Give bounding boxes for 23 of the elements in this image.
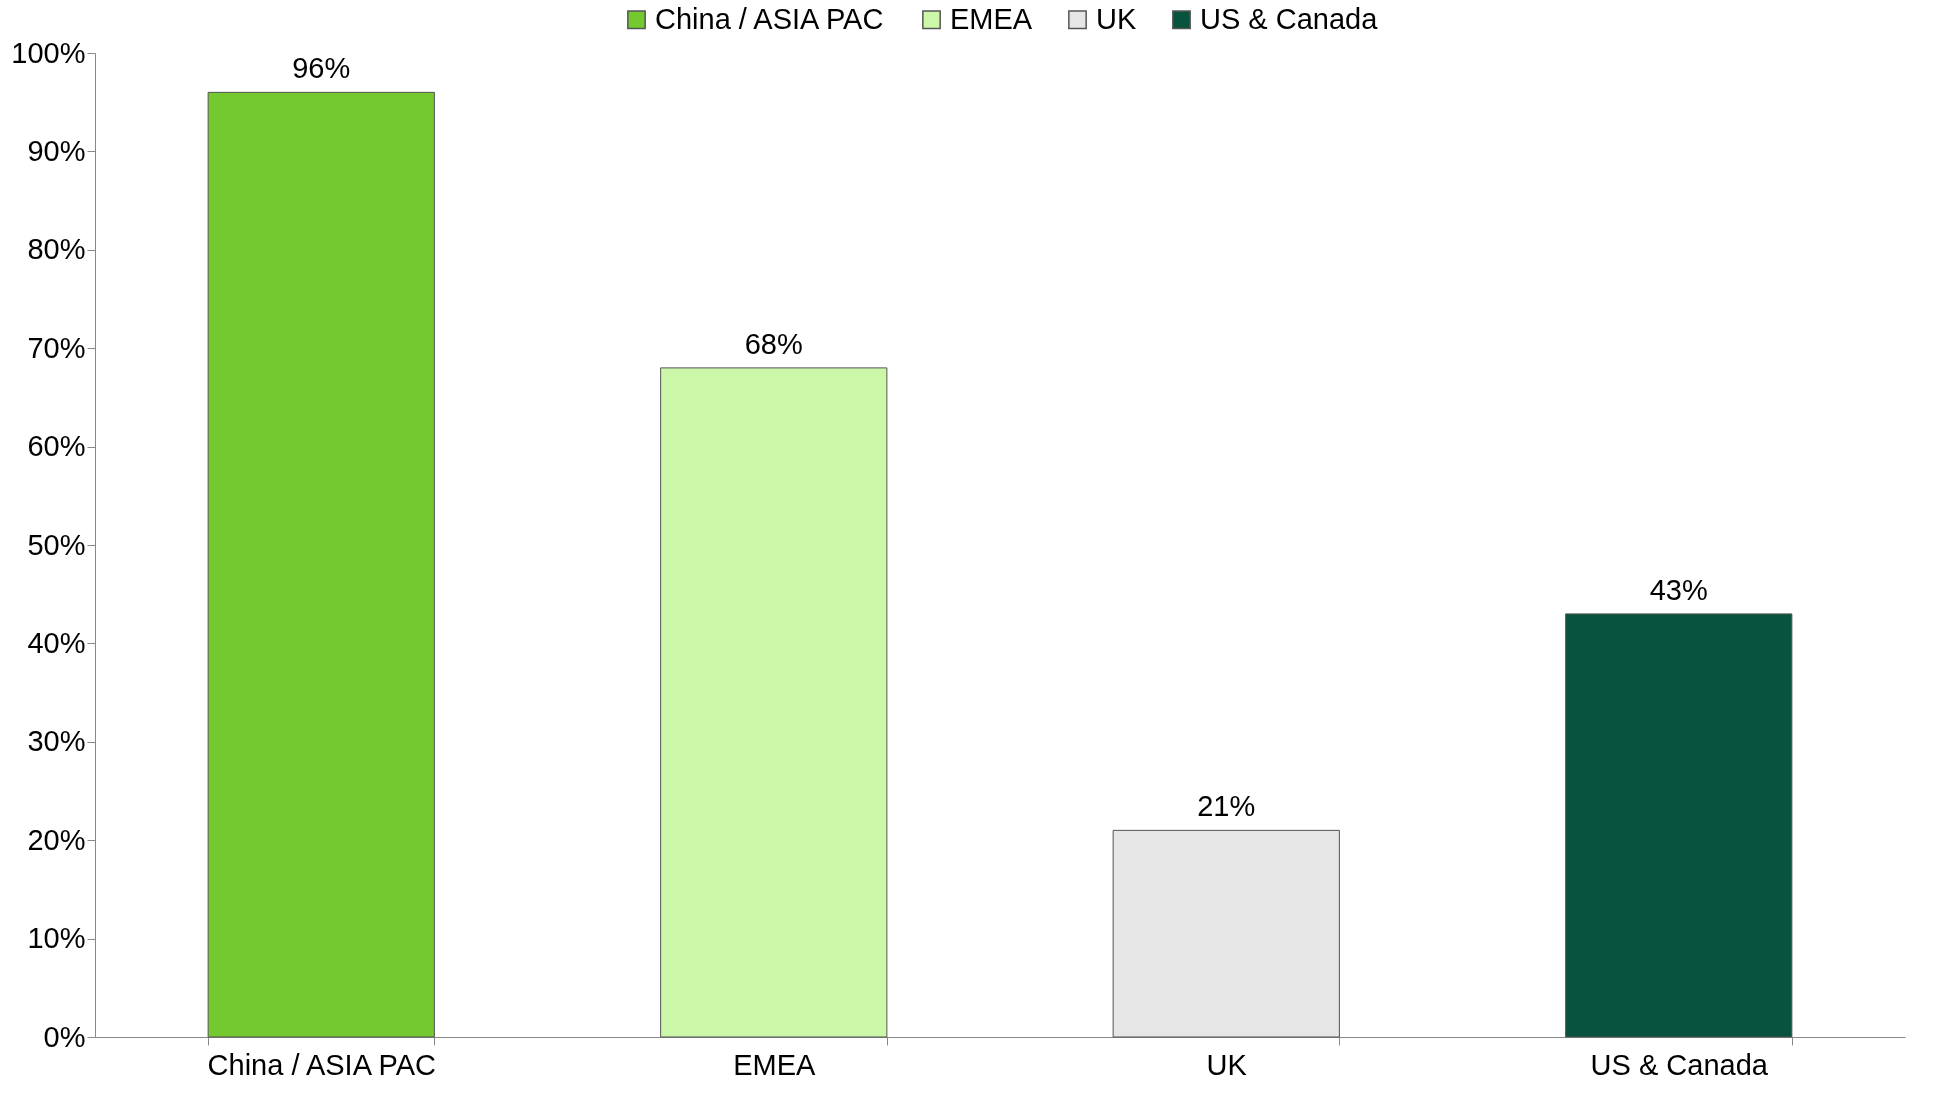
y-tick-label: 30% [27, 725, 86, 758]
y-tick-label: 40% [27, 626, 86, 659]
y-tick-label: 10% [27, 922, 86, 955]
legend-label: US & Canada [1200, 2, 1379, 35]
x-tick-label: China / ASIA PAC [207, 1048, 436, 1081]
legend-label: EMEA [950, 2, 1033, 35]
y-tick-label: 60% [27, 430, 86, 463]
data-label: 43% [1649, 573, 1708, 606]
y-tick-label: 70% [27, 331, 86, 364]
y-tick-label: 90% [27, 134, 86, 167]
data-label: 96% [292, 52, 351, 85]
x-tick-label: EMEA [733, 1048, 816, 1081]
legend-label: China / ASIA PAC [655, 2, 884, 35]
y-tick-label: 100% [11, 36, 86, 69]
x-tick-label: UK [1206, 1048, 1248, 1081]
x-tick-label: US & Canada [1590, 1048, 1769, 1081]
y-tick-label: 80% [27, 233, 86, 266]
legend-label: UK [1096, 2, 1137, 35]
y-tick-label: 20% [27, 823, 86, 856]
y-tick-label: 0% [43, 1020, 86, 1053]
data-label: 68% [744, 327, 803, 360]
data-label: 21% [1197, 790, 1256, 823]
y-tick-label: 50% [27, 528, 86, 561]
